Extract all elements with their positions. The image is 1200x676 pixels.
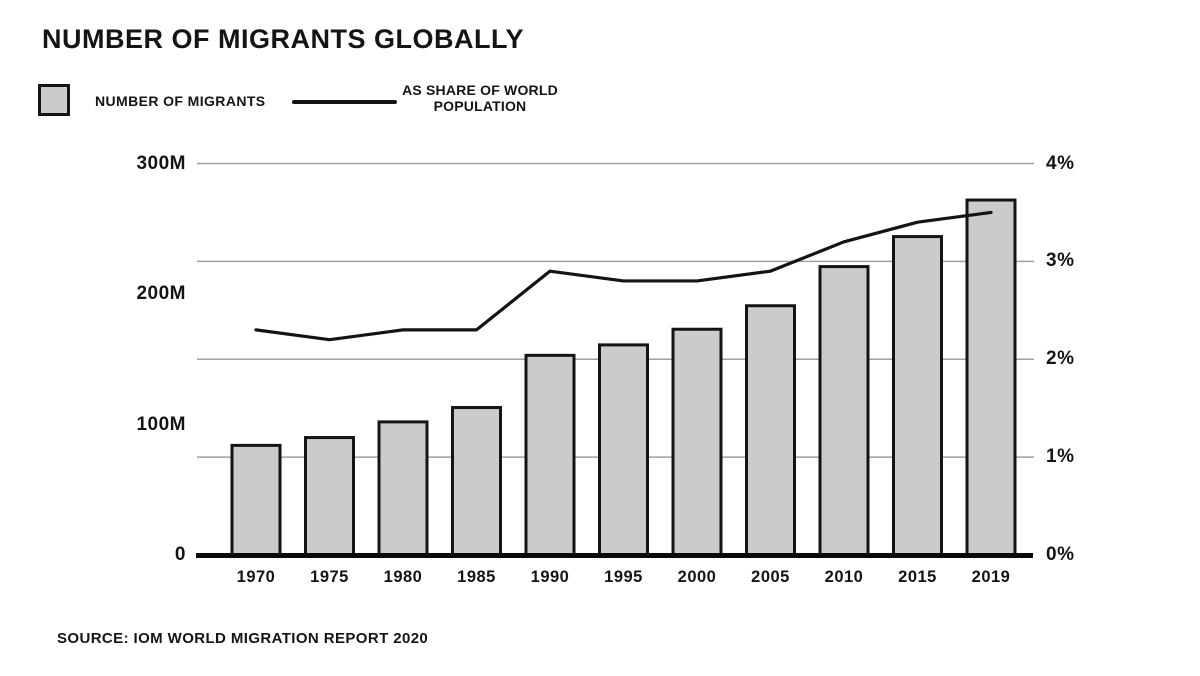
y-axis-left-tick-200M: 200M bbox=[136, 283, 186, 304]
legend-line-swatch bbox=[292, 100, 397, 104]
bar-1995 bbox=[598, 343, 649, 557]
y-axis-left-tick-0: 0 bbox=[174, 544, 186, 565]
x-axis-tick-1975: 1975 bbox=[310, 568, 349, 586]
bar-2010 bbox=[818, 265, 870, 557]
legend-bars-label: NUMBER OF MIGRANTS bbox=[95, 93, 266, 109]
page-title: NUMBER OF MIGRANTS GLOBALLY bbox=[42, 24, 524, 54]
bar-1970 bbox=[230, 443, 282, 557]
x-axis-tick-1995: 1995 bbox=[604, 568, 643, 586]
source-note: SOURCE: IOM WORLD MIGRATION REPORT 2020 bbox=[57, 630, 429, 647]
share-of-population-line bbox=[254, 210, 993, 342]
x-axis-tick-1980: 1980 bbox=[383, 568, 423, 586]
x-axis-tick-2010: 2010 bbox=[824, 568, 864, 586]
y-axis-right-tick-0%: 0% bbox=[1046, 544, 1075, 565]
y-axis-left-tick-100M: 100M bbox=[136, 413, 186, 435]
x-axis-tick-1985: 1985 bbox=[457, 568, 496, 586]
x-axis-tick-2005: 2005 bbox=[751, 568, 790, 586]
bar-1980 bbox=[377, 420, 429, 557]
x-axis-tick-1970: 1970 bbox=[236, 568, 276, 586]
x-axis-tick-2015: 2015 bbox=[898, 568, 937, 586]
legend-bar-swatch bbox=[38, 84, 70, 116]
y-axis-right-tick-3%: 3% bbox=[1046, 250, 1075, 272]
bar-2000 bbox=[671, 327, 723, 557]
bar-2005 bbox=[745, 304, 796, 557]
bar-1990 bbox=[524, 353, 576, 557]
x-axis-tick-2000: 2000 bbox=[677, 568, 717, 586]
y-axis-right-tick-2%: 2% bbox=[1046, 348, 1075, 370]
x-axis-tick-2019: 2019 bbox=[971, 568, 1011, 586]
bar-1975 bbox=[304, 436, 355, 557]
legend-line-label: AS SHARE OF WORLD POPULATION bbox=[402, 82, 558, 114]
x-axis-tick-1990: 1990 bbox=[530, 568, 570, 586]
y-axis-left-tick-300M: 300M bbox=[136, 152, 186, 174]
y-axis-right-tick-4%: 4% bbox=[1046, 152, 1075, 174]
bar-2015 bbox=[892, 235, 943, 557]
bar-1985 bbox=[451, 406, 502, 557]
bar-2019 bbox=[965, 198, 1017, 557]
y-axis-right-tick-1%: 1% bbox=[1046, 446, 1075, 468]
